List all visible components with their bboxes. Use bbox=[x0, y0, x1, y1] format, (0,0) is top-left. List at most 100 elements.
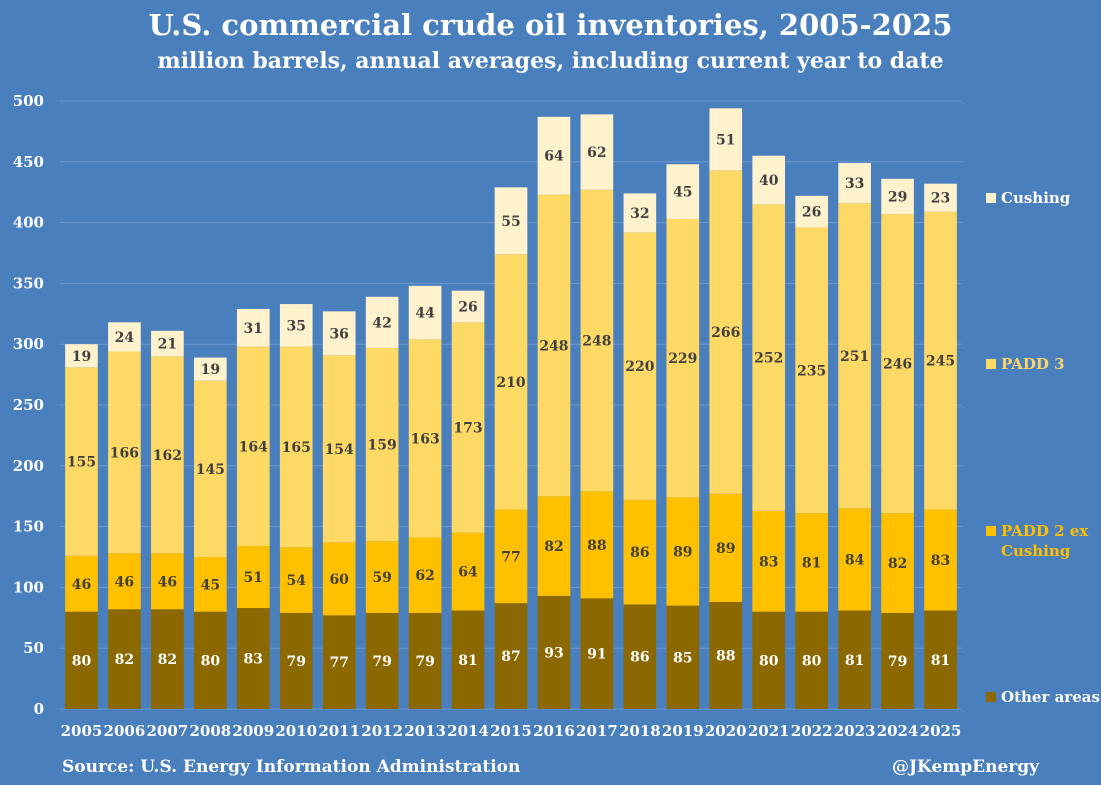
data-label: 79 bbox=[888, 654, 907, 670]
bar-padd-2-ex-cushing-2008 bbox=[194, 557, 227, 612]
bar-cushing-2017 bbox=[580, 114, 614, 190]
data-label: 35 bbox=[286, 318, 305, 334]
data-label: 155 bbox=[67, 455, 96, 471]
data-label: 64 bbox=[458, 565, 478, 581]
bar-padd-2-ex-cushing-2014 bbox=[451, 532, 485, 611]
bar-padd-3-2005 bbox=[65, 367, 98, 556]
bar-padd-3-2009 bbox=[236, 346, 270, 547]
data-label: 32 bbox=[630, 206, 649, 222]
data-label: 248 bbox=[582, 334, 611, 350]
data-label: 33 bbox=[845, 176, 864, 192]
bar-cushing-2010 bbox=[279, 304, 313, 347]
data-label: 46 bbox=[158, 574, 177, 590]
data-label: 46 bbox=[115, 574, 134, 590]
bar-padd-2-ex-cushing-2013 bbox=[408, 537, 442, 613]
x-tick-label: 2016 bbox=[533, 722, 575, 740]
data-label: 89 bbox=[673, 545, 692, 561]
bar-cushing-2011 bbox=[322, 311, 356, 356]
data-label: 83 bbox=[931, 553, 950, 569]
data-label: 19 bbox=[72, 349, 91, 365]
bar-padd-3-2015 bbox=[494, 254, 528, 510]
data-label: 81 bbox=[845, 653, 864, 669]
bar-cushing-2007 bbox=[151, 330, 184, 357]
bar-padd-2-ex-cushing-2023 bbox=[838, 508, 871, 611]
bar-other-areas-2008 bbox=[194, 611, 227, 709]
data-label: 154 bbox=[325, 442, 354, 458]
data-label: 165 bbox=[282, 440, 311, 456]
legend-swatch-padd2 bbox=[986, 526, 996, 536]
bar-padd-2-ex-cushing-2015 bbox=[494, 509, 528, 604]
bar-other-areas-2009 bbox=[236, 608, 270, 709]
y-tick-label: 400 bbox=[13, 214, 44, 232]
data-label: 246 bbox=[883, 357, 912, 373]
data-label: 245 bbox=[926, 354, 955, 370]
data-label: 89 bbox=[716, 541, 735, 557]
data-label: 62 bbox=[587, 145, 606, 161]
data-label: 80 bbox=[759, 653, 779, 669]
bar-cushing-2020 bbox=[709, 108, 743, 171]
bar-cushing-2021 bbox=[752, 155, 786, 205]
data-label: 173 bbox=[453, 420, 482, 436]
x-tick-label: 2007 bbox=[147, 722, 189, 740]
data-label: 229 bbox=[668, 351, 697, 367]
author-handle: @JKempEnergy bbox=[892, 757, 1039, 777]
bar-padd-3-2021 bbox=[752, 204, 786, 511]
bar-cushing-2023 bbox=[838, 163, 871, 204]
bar-padd-2-ex-cushing-2011 bbox=[322, 542, 356, 616]
bar-padd-3-2010 bbox=[279, 346, 313, 548]
bar-padd-2-ex-cushing-2016 bbox=[537, 496, 571, 596]
data-label: 77 bbox=[329, 655, 348, 671]
bar-padd-2-ex-cushing-2009 bbox=[236, 546, 270, 609]
chart-title: U.S. commercial crude oil inventories, 2… bbox=[148, 8, 953, 42]
bar-padd-2-ex-cushing-2024 bbox=[881, 513, 914, 613]
x-tick-label: 2005 bbox=[61, 722, 103, 740]
x-tick-label: 2010 bbox=[275, 722, 317, 740]
bar-padd-2-ex-cushing-2010 bbox=[279, 547, 313, 613]
bar-other-areas-2024 bbox=[881, 612, 914, 709]
bar-cushing-2005 bbox=[65, 344, 98, 368]
x-tick-label: 2021 bbox=[748, 722, 790, 740]
bar-padd-3-2006 bbox=[108, 351, 141, 554]
bar-padd-2-ex-cushing-2020 bbox=[709, 493, 743, 602]
bar-padd-3-2016 bbox=[537, 194, 571, 497]
data-label: 60 bbox=[329, 572, 349, 588]
bar-padd-3-2014 bbox=[451, 322, 485, 533]
x-tick-label: 2011 bbox=[318, 722, 360, 740]
legend-label-other: Other areas bbox=[1001, 688, 1100, 706]
x-tick-label: 2018 bbox=[619, 722, 661, 740]
bar-other-areas-2023 bbox=[838, 610, 871, 709]
data-label: 79 bbox=[286, 654, 305, 670]
data-label: 26 bbox=[802, 205, 821, 221]
bar-padd-3-2013 bbox=[408, 339, 442, 538]
x-tick-label: 2023 bbox=[834, 722, 876, 740]
data-label: 79 bbox=[372, 654, 391, 670]
x-tick-label: 2025 bbox=[920, 722, 962, 740]
bar-other-areas-2016 bbox=[537, 595, 571, 709]
bar-padd-2-ex-cushing-2005 bbox=[65, 555, 98, 612]
bar-other-areas-2012 bbox=[365, 612, 399, 709]
x-tick-label: 2008 bbox=[189, 722, 231, 740]
data-label: 59 bbox=[372, 570, 391, 586]
data-label: 51 bbox=[716, 132, 735, 148]
bar-other-areas-2006 bbox=[108, 609, 141, 709]
bar-padd-3-2011 bbox=[322, 355, 356, 543]
bar-padd-3-2022 bbox=[795, 227, 828, 514]
data-label: 21 bbox=[158, 337, 177, 353]
data-label: 81 bbox=[931, 653, 950, 669]
bar-padd-2-ex-cushing-2022 bbox=[795, 513, 828, 612]
data-label: 81 bbox=[458, 653, 477, 669]
y-tick-label: 0 bbox=[34, 700, 44, 718]
data-label: 46 bbox=[72, 577, 91, 593]
data-label: 235 bbox=[797, 363, 826, 379]
data-label: 166 bbox=[110, 445, 139, 461]
bar-padd-3-2012 bbox=[365, 347, 399, 542]
data-label: 62 bbox=[415, 568, 434, 584]
data-label: 40 bbox=[759, 173, 779, 189]
bar-other-areas-2025 bbox=[924, 610, 957, 709]
legend-label-cushing: Cushing bbox=[1001, 189, 1071, 207]
x-tick-label: 2019 bbox=[662, 722, 704, 740]
data-label: 86 bbox=[630, 650, 649, 666]
data-label: 88 bbox=[716, 648, 735, 664]
data-label: 80 bbox=[72, 653, 92, 669]
bar-cushing-2022 bbox=[795, 195, 828, 228]
